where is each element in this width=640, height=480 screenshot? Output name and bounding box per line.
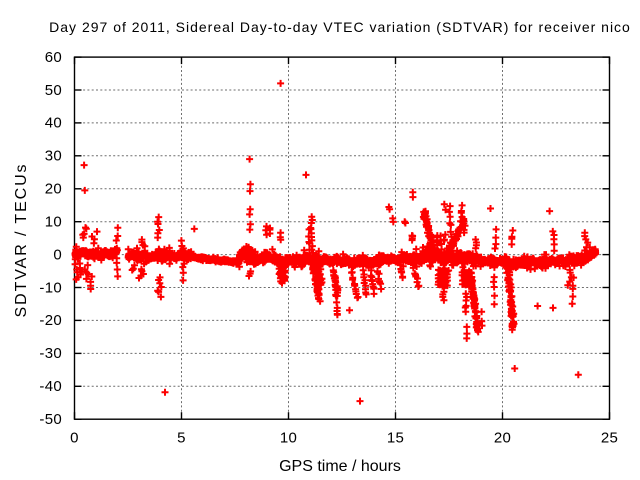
svg-text:-30: -30 [39,345,62,362]
svg-text:15: 15 [387,430,404,447]
svg-text:GPS time / hours: GPS time / hours [279,458,401,475]
svg-text:5: 5 [177,430,186,447]
svg-text:20: 20 [494,430,511,447]
svg-text:0: 0 [53,246,62,263]
svg-text:10: 10 [280,430,297,447]
svg-text:10: 10 [45,214,62,231]
svg-text:-40: -40 [39,378,62,395]
svg-text:SDTVAR / TECUs: SDTVAR / TECUs [13,163,30,318]
svg-text:Day 297 of 2011, Sidereal Day-: Day 297 of 2011, Sidereal Day-to-day VTE… [49,19,631,35]
svg-text:60: 60 [45,49,62,66]
svg-text:40: 40 [45,115,62,132]
svg-text:25: 25 [601,430,618,447]
svg-text:0: 0 [70,430,79,447]
svg-text:-10: -10 [39,279,62,296]
svg-text:20: 20 [45,181,62,198]
svg-text:30: 30 [45,148,62,165]
svg-text:-50: -50 [39,411,62,428]
svg-text:-20: -20 [39,312,62,329]
svg-text:50: 50 [45,82,62,99]
